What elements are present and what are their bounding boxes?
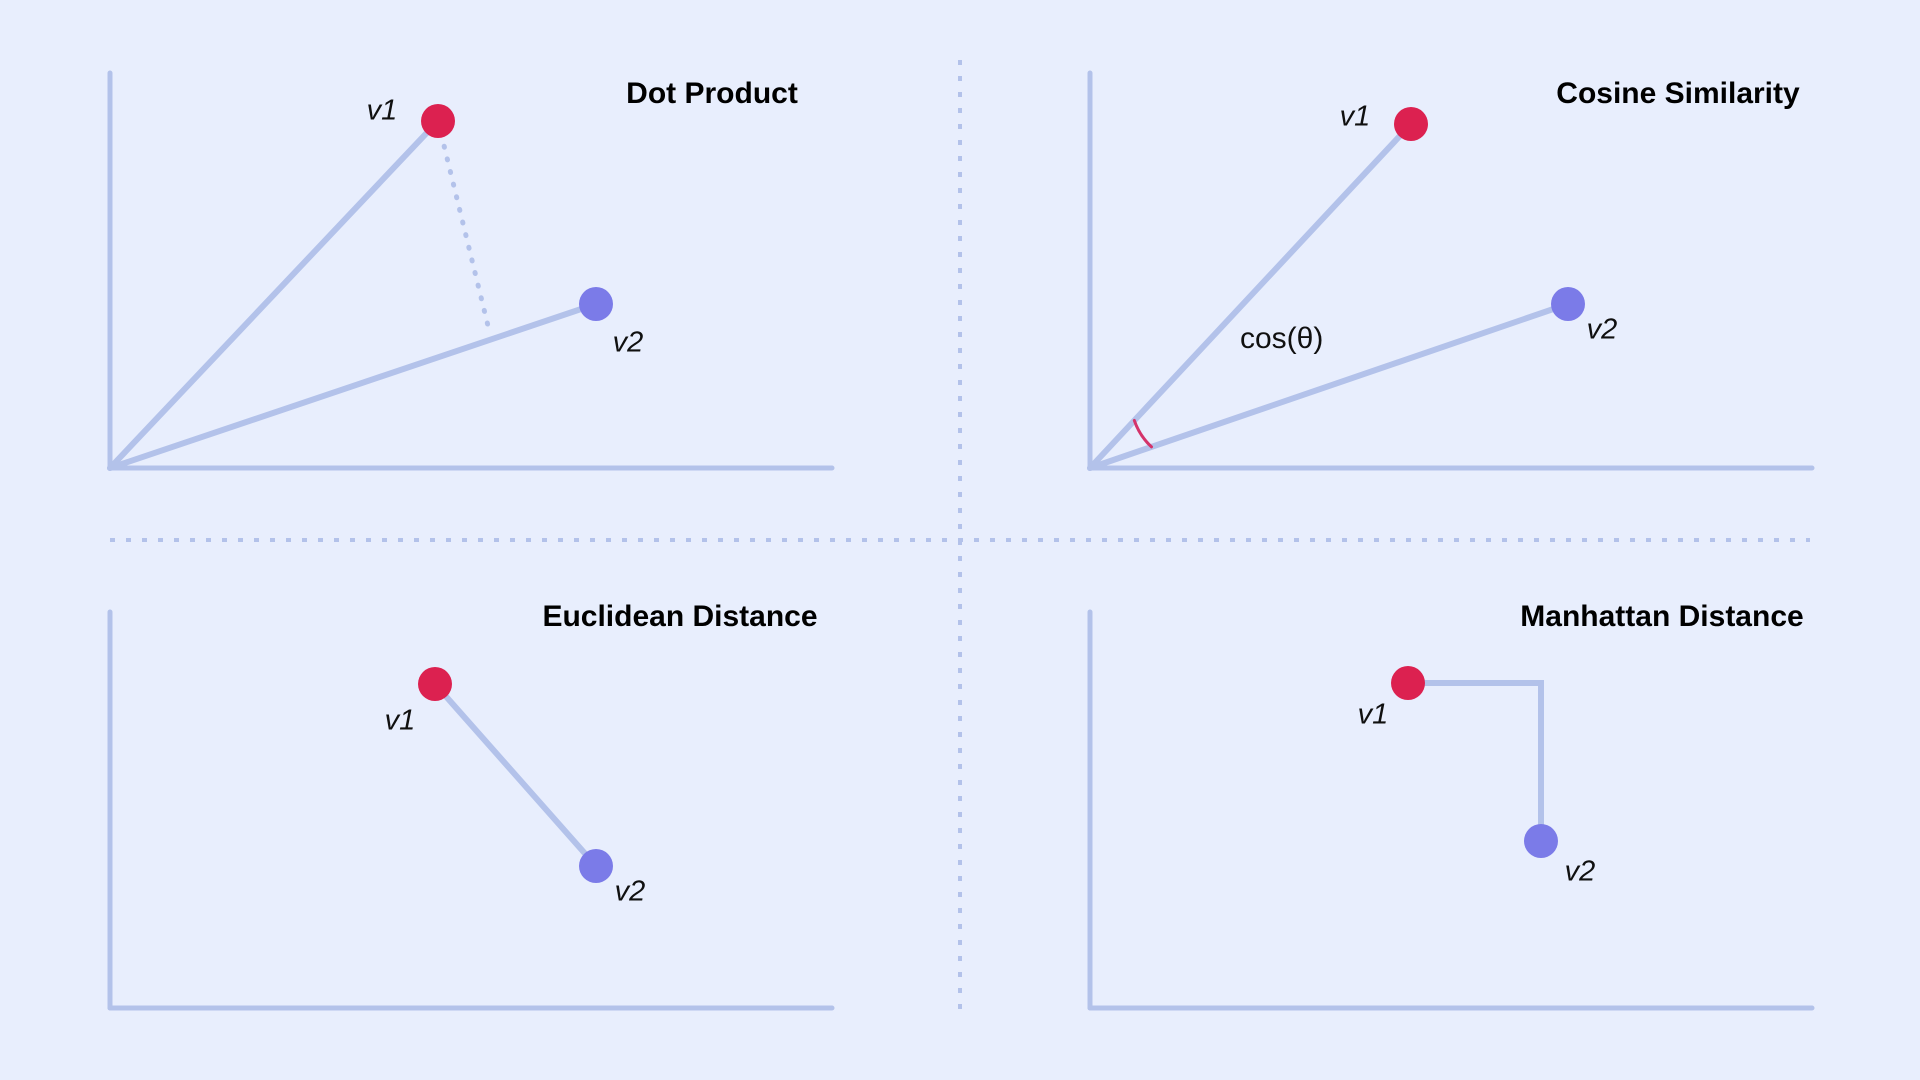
label-v1: v1 <box>1340 101 1371 133</box>
point-v1[interactable] <box>418 667 452 701</box>
vector-origin-to-v2 <box>1087 301 1571 471</box>
angle-arc <box>1132 418 1153 449</box>
point-v2[interactable] <box>579 849 613 883</box>
point-v1[interactable] <box>1394 107 1428 141</box>
point-v1[interactable] <box>421 104 455 138</box>
panel-title-euclidean-distance: Euclidean Distance <box>542 600 817 633</box>
point-v2[interactable] <box>1524 824 1558 858</box>
panel-cosine-similarity: cos(θ) v1 v2 Cosine Similarity <box>1087 70 1815 471</box>
panel-title-manhattan-distance: Manhattan Distance <box>1520 600 1803 633</box>
manhattan-path <box>1408 680 1544 841</box>
vector-origin-to-v1 <box>107 118 441 471</box>
label-v2: v2 <box>613 327 644 359</box>
projection-line <box>435 118 493 337</box>
panel-title-cosine-similarity: Cosine Similarity <box>1556 77 1800 110</box>
vector-origin-to-v2 <box>107 301 599 471</box>
label-v1: v1 <box>385 705 416 737</box>
panel-title-dot-product: Dot Product <box>626 77 798 110</box>
label-v2: v2 <box>1587 314 1618 346</box>
label-v2: v2 <box>1565 856 1596 888</box>
panel-manhattan-distance: v1 v2 Manhattan Distance <box>1087 600 1815 1011</box>
cos-theta-label: cos(θ) <box>1240 322 1323 355</box>
point-v1[interactable] <box>1391 666 1425 700</box>
point-v2[interactable] <box>1551 287 1585 321</box>
vector-origin-to-v1 <box>1087 121 1414 471</box>
label-v1: v1 <box>367 95 398 127</box>
point-v2[interactable] <box>579 287 613 321</box>
euclidean-segment <box>432 681 599 869</box>
label-v1: v1 <box>1358 699 1389 731</box>
panel-dot-product: v1 v2 Dot Product <box>107 70 835 471</box>
panel-euclidean-distance: v1 v2 Euclidean Distance <box>107 600 835 1011</box>
label-v2: v2 <box>615 876 646 908</box>
